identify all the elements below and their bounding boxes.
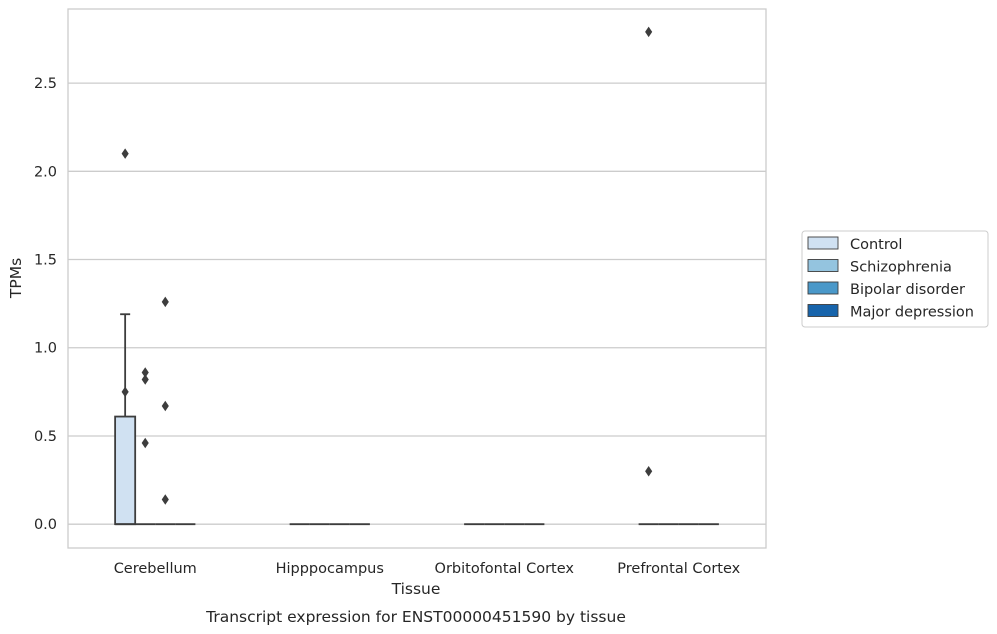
box-group <box>135 367 156 526</box>
legend-label: Major depression <box>850 305 974 321</box>
legend-label: Bipolar disorder <box>850 282 965 298</box>
legend-swatch <box>807 259 839 272</box>
y-tick-label: 2.5 <box>34 76 57 92</box>
x-tick-label: Cerebellum <box>114 561 197 577</box>
outlier-point <box>161 494 169 505</box>
outlier-point <box>645 26 653 38</box>
outlier-point <box>141 374 149 385</box>
x-tick-label: Prefrontal Cortex <box>617 561 740 577</box>
box-group <box>155 296 176 526</box>
x-axis-label: Tissue <box>391 580 441 598</box>
outlier-point <box>141 437 149 449</box>
x-tick-label: Hipppocampus <box>276 561 384 577</box>
legend-label: Schizophrenia <box>850 260 952 276</box>
y-axis-label: TPMs <box>7 258 25 299</box>
plot-area <box>114 26 719 526</box>
grid-lines <box>68 82 766 525</box>
legend-label: Control <box>850 237 902 253</box>
legend-frame <box>801 230 989 328</box>
y-tick-label: 2.0 <box>34 164 57 180</box>
figure-caption: Transcript expression for ENST0000045159… <box>205 608 626 626</box>
y-tick-label: 0.5 <box>34 429 57 445</box>
legend: Control Schizophrenia Bipolar disorder Majo… <box>801 230 989 328</box>
box-rect <box>114 415 137 526</box>
x-tick-label: Orbitofontal Cortex <box>435 561 575 577</box>
outlier-point <box>121 148 129 159</box>
outlier-point <box>161 296 169 308</box>
box-group <box>114 148 137 526</box>
y-tick-label: 0.0 <box>34 517 57 533</box>
legend-swatch <box>807 236 839 250</box>
legend-swatch <box>807 304 839 317</box>
outlier-point <box>121 386 129 398</box>
outlier-point <box>141 367 149 378</box>
y-tick-labels: 0.0 0.5 1.0 1.5 2.0 2.5 <box>34 76 57 533</box>
outlier-point <box>645 466 653 477</box>
x-tick-labels: Cerebellum Hipppocampus Orbitofontal Corte… <box>114 561 741 577</box>
legend-swatch <box>807 281 839 295</box>
y-tick-label: 1.0 <box>34 341 57 357</box>
outlier-point <box>161 400 169 412</box>
plot-frame <box>67 8 767 549</box>
box-group <box>638 26 659 526</box>
y-tick-label: 1.5 <box>34 253 57 269</box>
